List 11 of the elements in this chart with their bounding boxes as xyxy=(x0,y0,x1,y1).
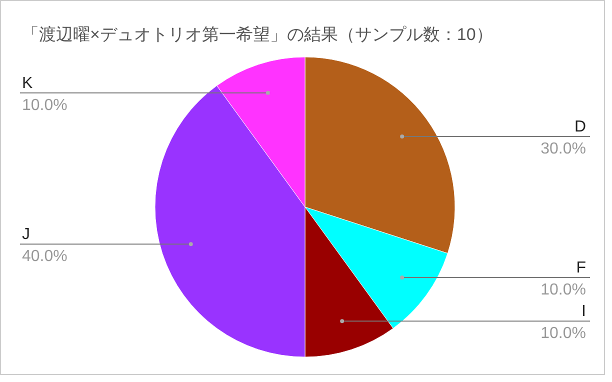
data-label: 10.0% xyxy=(22,96,68,114)
slice-label: J xyxy=(22,226,30,244)
data-label: 30.0% xyxy=(540,140,586,158)
slice-label: D xyxy=(574,118,586,136)
chart-title: 「渡辺曜×デュオトリオ第一希望」の結果（サンプル数：10） xyxy=(22,25,493,44)
slice-label: K xyxy=(22,74,33,92)
data-label: 40.0% xyxy=(22,248,68,266)
slice-label: F xyxy=(576,260,586,277)
data-label: 10.0% xyxy=(540,282,586,299)
slice-label: I xyxy=(582,303,586,320)
data-label: 10.0% xyxy=(540,325,586,342)
